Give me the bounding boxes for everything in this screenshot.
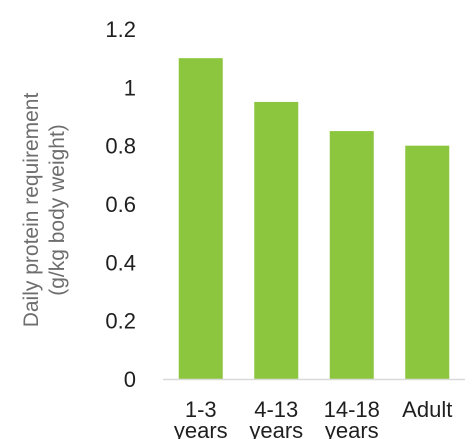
y-tick-label: 1 — [124, 75, 136, 100]
x-tick-label: 14-18 years — [324, 397, 380, 439]
y-tick-label: 0.8 — [105, 134, 136, 159]
bar — [254, 101, 299, 380]
y-tick-label: 0.2 — [105, 309, 136, 334]
bar — [178, 58, 223, 380]
y-axis-title-line: Daily protein requirement — [20, 93, 43, 328]
x-tick-label-line: 14-18 — [324, 397, 380, 422]
x-tick-label-line: 4-13 — [254, 397, 298, 422]
x-tick-label: 4-13 years — [249, 397, 303, 439]
y-tick-label: 0.4 — [105, 250, 136, 275]
y-axis-title-line: (g/kg body weight) — [46, 124, 69, 296]
bars — [178, 58, 450, 380]
y-axis-ticks: 0 0.2 0.4 0.6 0.8 1 1.2 — [105, 17, 136, 392]
x-tick-label: Adult — [402, 397, 452, 422]
y-tick-label: 0.6 — [105, 192, 136, 217]
x-tick-label-line: 1-3 — [185, 397, 217, 422]
y-tick-label: 0 — [124, 367, 136, 392]
x-tick-label-line: years — [174, 418, 228, 439]
y-axis-title: Daily protein requirement (g/kg body weig… — [20, 93, 69, 328]
x-tick-label-line: Adult — [402, 397, 452, 422]
x-tick-label: 1-3 years — [174, 397, 228, 439]
bar — [329, 131, 374, 379]
y-tick-label: 1.2 — [105, 17, 136, 42]
bar — [405, 145, 450, 379]
x-tick-label-line: years — [249, 418, 303, 439]
x-tick-label-line: years — [325, 418, 379, 439]
